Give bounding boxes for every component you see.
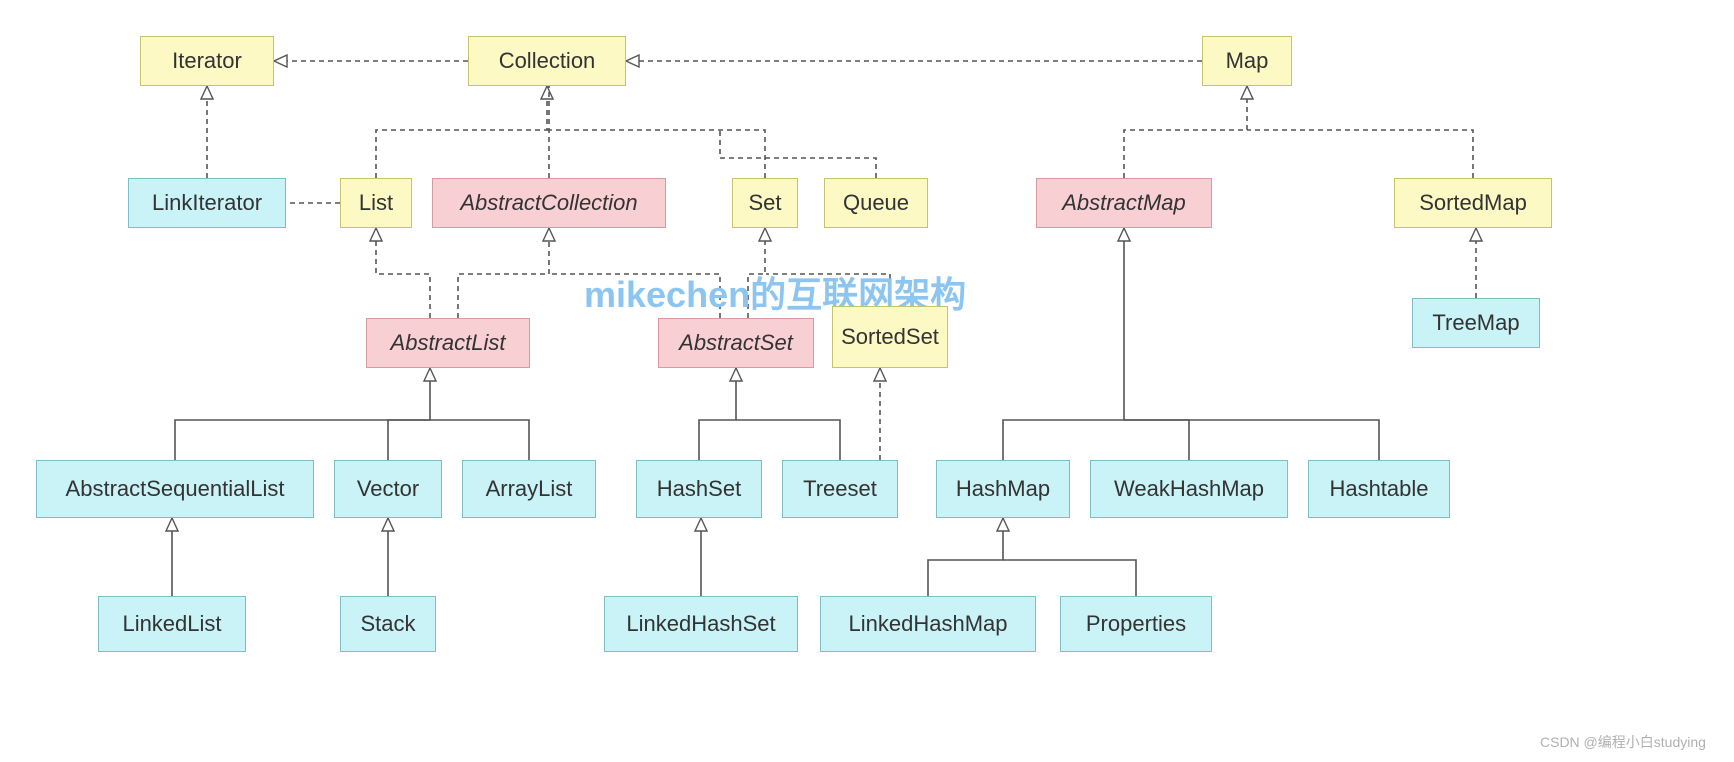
node-LinkIterator: LinkIterator (128, 178, 286, 228)
edge-SortedSet-to-Set (766, 274, 890, 306)
node-LinkedHashMap: LinkedHashMap (820, 596, 1036, 652)
node-TreeMap: TreeMap (1412, 298, 1540, 348)
edge-Queue-to-Collection (720, 130, 876, 178)
node-Properties: Properties (1060, 596, 1212, 652)
node-ArrayList: ArrayList (462, 460, 596, 518)
edge-WeakHashMap-to-AbstractMap (1124, 420, 1189, 460)
node-HashMap: HashMap (936, 460, 1070, 518)
node-Hashtable: Hashtable (1308, 460, 1450, 518)
node-Stack: Stack (340, 596, 436, 652)
node-AbstractCollection: AbstractCollection (432, 178, 666, 228)
node-Treeset: Treeset (782, 460, 898, 518)
node-Collection: Collection (468, 36, 626, 86)
edge-List-to-Collection (376, 86, 547, 178)
edge-AbstractList-to-List (376, 228, 430, 318)
attribution-text: CSDN @编程小白studying (1540, 732, 1706, 752)
edge-Treeset-to-AbstractSet (736, 420, 840, 460)
edge-AbstractSequentialList-to-AbstractList (175, 368, 430, 460)
node-Vector: Vector (334, 460, 442, 518)
edge-ArrayList-to-AbstractList (430, 420, 529, 460)
edge-Vector-to-AbstractList (388, 420, 430, 460)
node-AbstractSet: AbstractSet (658, 318, 814, 368)
node-Map: Map (1202, 36, 1292, 86)
node-Iterator: Iterator (140, 36, 274, 86)
node-LinkedList: LinkedList (98, 596, 246, 652)
edge-AbstractSet-to-AbstractCollection (551, 274, 720, 318)
node-Queue: Queue (824, 178, 928, 228)
diagram-canvas: mikechen的互联网架构 CSDN @编程小白studying Iterat… (0, 0, 1734, 762)
node-AbstractList: AbstractList (366, 318, 530, 368)
node-HashSet: HashSet (636, 460, 762, 518)
edge-Set-to-Collection (547, 130, 765, 178)
edge-HashMap-to-AbstractMap (1003, 228, 1124, 460)
node-Set: Set (732, 178, 798, 228)
edge-Hashtable-to-AbstractMap (1124, 420, 1379, 460)
edge-AbstractSet-to-Set (748, 228, 765, 318)
node-List: List (340, 178, 412, 228)
node-AbstractSequentialList: AbstractSequentialList (36, 460, 314, 518)
edge-Properties-to-HashMap (1003, 560, 1136, 596)
edge-HashSet-to-AbstractSet (699, 368, 736, 460)
node-AbstractMap: AbstractMap (1036, 178, 1212, 228)
edge-LinkedHashMap-to-HashMap (928, 518, 1003, 596)
node-SortedSet: SortedSet (832, 306, 948, 368)
node-WeakHashMap: WeakHashMap (1090, 460, 1288, 518)
edge-AbstractList-to-AbstractCollection (458, 228, 549, 318)
edge-AbstractMap-to-Map (1124, 86, 1247, 178)
node-SortedMap: SortedMap (1394, 178, 1552, 228)
node-LinkedHashSet: LinkedHashSet (604, 596, 798, 652)
edge-SortedMap-to-Map (1247, 130, 1473, 178)
